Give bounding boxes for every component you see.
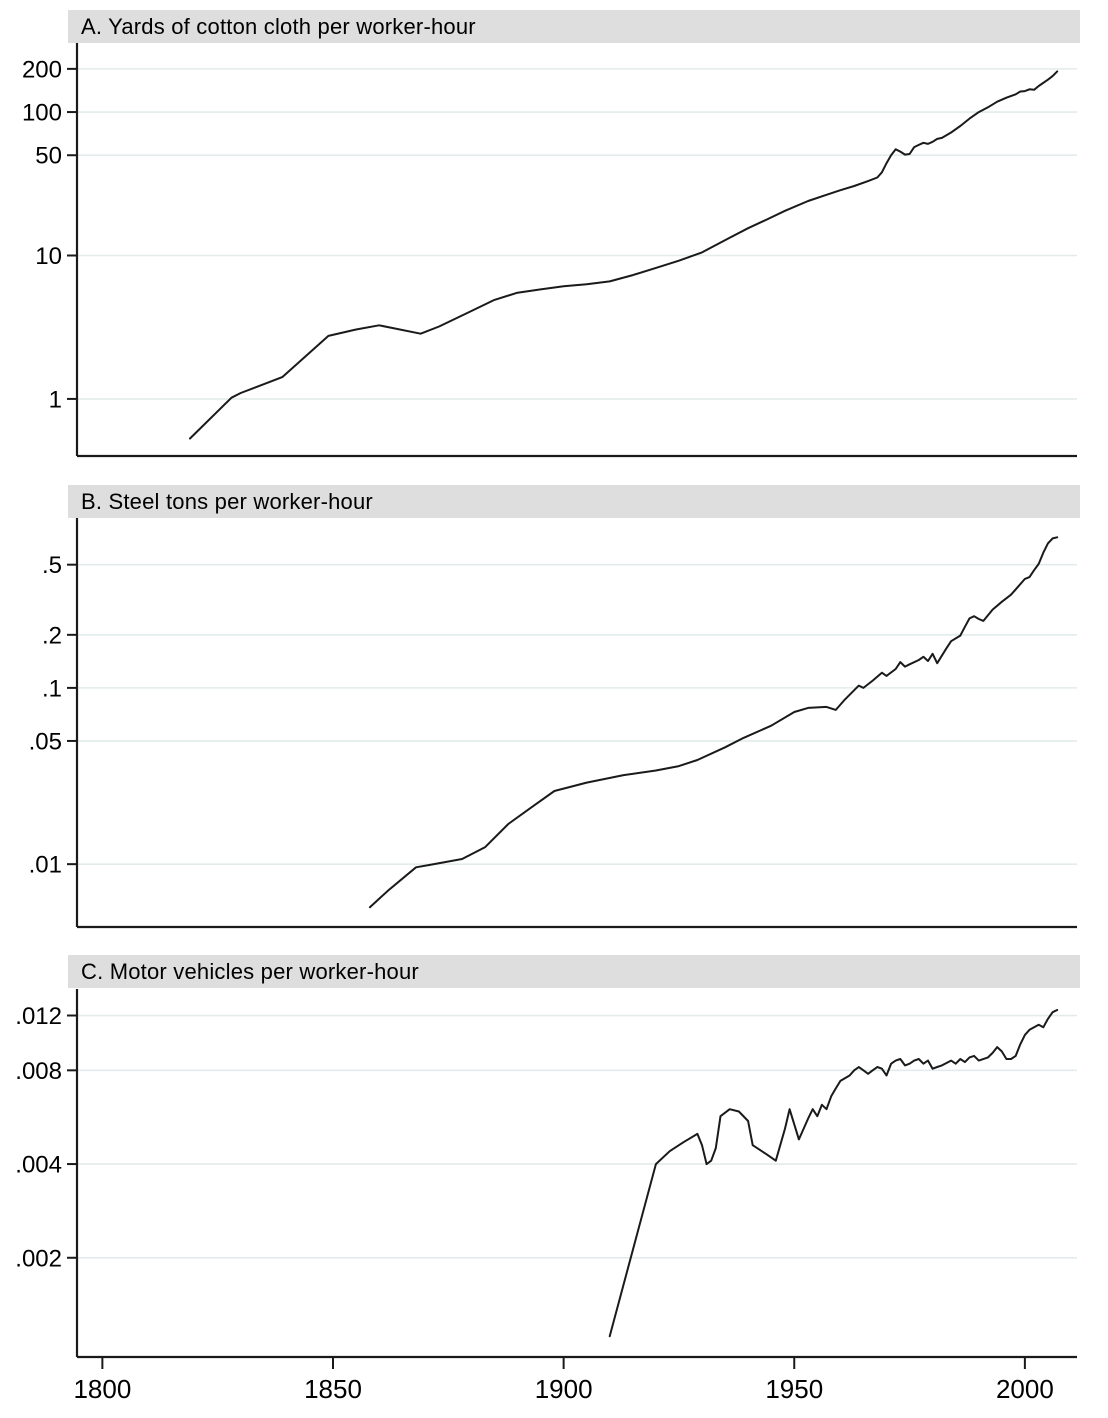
panel-a-y-tick-label: 50	[35, 143, 62, 170]
panel-b-y-tick-label: .01	[29, 852, 62, 879]
panel-a-y-tick-label: 1	[49, 386, 62, 413]
panel-b-y-tick-label: .2	[42, 622, 62, 649]
panel-b-y-tick-label: .1	[42, 675, 62, 702]
x-tick-label: 1800	[73, 1374, 131, 1404]
x-tick-label: 2000	[996, 1374, 1054, 1404]
panel-a-y-tick-label: 100	[22, 100, 62, 127]
x-tick-label: 1950	[765, 1374, 823, 1404]
x-tick-label: 1850	[304, 1374, 362, 1404]
panel-c-y-tick-label: .012	[15, 1003, 62, 1030]
panel-b-title: B. Steel tons per worker-hour	[81, 488, 373, 514]
panel-c-y-tick-label: .002	[15, 1245, 62, 1272]
panel-c-header: C. Motor vehicles per worker-hour	[68, 955, 1080, 988]
panel-a-y-tick-label: 200	[22, 56, 62, 83]
panel-a-header: A. Yards of cotton cloth per worker-hour	[68, 10, 1080, 43]
panel-c-y-tick-label: .004	[15, 1152, 62, 1179]
panel-c-title: C. Motor vehicles per worker-hour	[81, 958, 419, 984]
panel-a-title: A. Yards of cotton cloth per worker-hour	[81, 13, 476, 39]
panel-a-y-tick-label: 10	[35, 243, 62, 270]
panel-a-series-line	[189, 70, 1059, 440]
panel-b-header: B. Steel tons per worker-hour	[68, 485, 1080, 518]
panel-b-y-tick-label: .5	[42, 552, 62, 579]
panel-b-series-line	[368, 536, 1059, 909]
panel-b-y-tick-label: .05	[29, 728, 62, 755]
panel-c-series-line	[608, 1009, 1059, 1338]
panel-c-y-tick-label: .008	[15, 1058, 62, 1085]
x-tick-label: 1900	[535, 1374, 593, 1404]
